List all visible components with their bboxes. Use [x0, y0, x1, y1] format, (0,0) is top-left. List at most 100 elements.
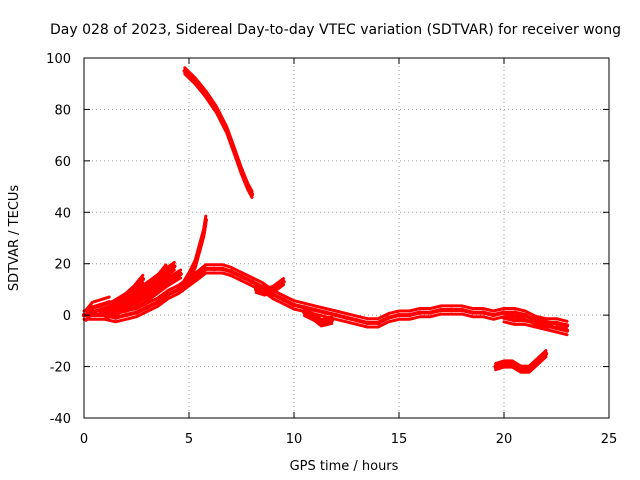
data-point	[203, 217, 208, 223]
series-edge	[254, 283, 285, 297]
data-point	[554, 325, 559, 331]
data-point	[417, 310, 423, 315]
data-point	[302, 310, 307, 315]
series-edge	[84, 295, 111, 312]
data-point	[319, 320, 324, 326]
series-arc-9h	[254, 277, 286, 297]
data-point	[470, 310, 475, 315]
data-point	[203, 91, 208, 97]
y-tick-label: 20	[54, 258, 71, 273]
data-point	[375, 320, 381, 326]
data-point	[535, 359, 540, 364]
ticks: 0 5 10 15 20 25 -40 -20 0 20 40 60 80 100	[46, 52, 617, 447]
data-point	[178, 271, 183, 277]
data-point	[329, 318, 334, 323]
data-point	[249, 192, 255, 197]
data-point	[543, 323, 549, 328]
data-point	[501, 361, 507, 367]
data-point	[107, 300, 112, 305]
y-axis-label: SDTVAR / TECUs	[7, 185, 22, 292]
data-point	[176, 287, 181, 292]
plot-frame	[83, 57, 610, 419]
data-point	[220, 266, 225, 272]
series-layer	[81, 66, 570, 374]
x-tick-label: 10	[286, 432, 303, 447]
y-tick-label: 40	[54, 206, 71, 221]
data-point	[186, 279, 192, 284]
data-point	[312, 315, 318, 320]
series-arc-high-descending	[182, 66, 255, 199]
series-edge	[82, 263, 569, 323]
data-point	[527, 366, 532, 372]
data-point	[396, 312, 402, 318]
data-point	[119, 305, 125, 310]
data-point	[281, 279, 286, 284]
data-point	[144, 294, 150, 300]
series-edge	[502, 320, 569, 337]
data-point	[270, 287, 276, 292]
data-point	[193, 78, 198, 84]
data-point	[518, 366, 523, 372]
grid	[84, 58, 609, 418]
series-late-lower-band	[501, 312, 570, 337]
data-point	[512, 318, 517, 323]
series-edge	[254, 277, 285, 291]
data-point	[197, 246, 202, 251]
series-line	[182, 68, 254, 197]
data-point	[155, 300, 160, 305]
data-point	[333, 312, 339, 318]
series-arc-11h-loop	[302, 308, 334, 328]
data-point	[365, 320, 370, 326]
data-point	[140, 287, 145, 292]
data-point	[354, 318, 360, 323]
data-point	[92, 312, 97, 318]
data-point	[201, 230, 206, 236]
data-point	[491, 312, 496, 318]
data-point	[113, 315, 118, 320]
series-main-trace	[81, 263, 570, 331]
data-point	[254, 287, 259, 292]
data-point	[239, 168, 244, 174]
y-tick-label: 100	[46, 52, 71, 67]
data-point	[203, 266, 208, 272]
data-point	[501, 315, 507, 320]
data-point	[134, 300, 139, 305]
data-point	[449, 307, 454, 313]
data-point	[90, 305, 95, 310]
y-tick-label: 0	[63, 309, 71, 324]
data-point	[144, 305, 150, 310]
data-point	[312, 307, 318, 313]
data-point	[140, 276, 145, 282]
data-point	[323, 310, 328, 315]
data-point	[291, 302, 297, 308]
data-point	[262, 289, 267, 295]
data-point	[533, 320, 538, 326]
x-tick-label: 15	[391, 432, 408, 447]
data-point	[224, 127, 229, 133]
series-edge	[183, 72, 254, 199]
series-edge	[303, 314, 334, 328]
data-point	[161, 271, 166, 277]
data-point	[543, 351, 549, 356]
x-tick-label: 25	[601, 432, 618, 447]
data-point	[428, 310, 433, 315]
series-edge	[494, 349, 548, 368]
data-point	[386, 315, 391, 320]
data-point	[151, 279, 156, 284]
data-point	[249, 279, 255, 284]
data-point	[123, 312, 129, 318]
data-point	[228, 269, 234, 274]
series-edge	[107, 260, 176, 311]
y-tick-label: 60	[54, 155, 71, 170]
series-line	[302, 310, 334, 325]
x-tick-label: 20	[496, 432, 513, 447]
series-edge	[303, 308, 334, 322]
series-edge	[82, 271, 569, 331]
y-tick-label: -20	[50, 361, 71, 376]
chart-title: Day 028 of 2023, Sidereal Day-to-day VTE…	[50, 22, 621, 38]
data-point	[132, 287, 137, 292]
series-edge	[494, 355, 548, 374]
data-point	[102, 312, 108, 318]
x-tick-label: 0	[80, 432, 88, 447]
